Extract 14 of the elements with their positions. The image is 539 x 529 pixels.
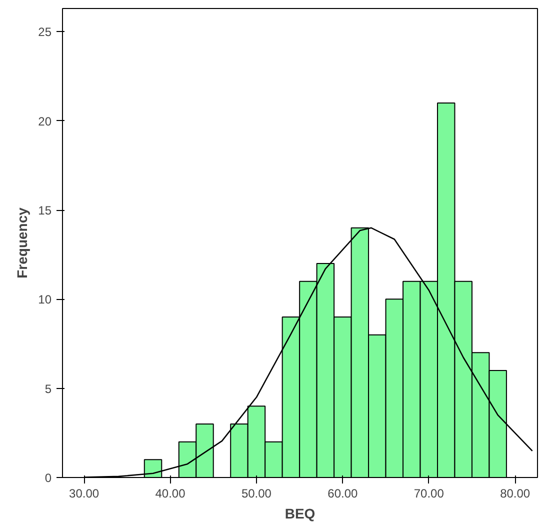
y-tick-label: 15	[38, 204, 52, 218]
y-tick-label: 0	[44, 471, 52, 485]
x-tick-label: 60.00	[328, 486, 358, 500]
y-axis-title: Frequency	[14, 207, 30, 278]
y-tick-label: 20	[38, 114, 52, 128]
x-tick-label: 50.00	[241, 486, 272, 500]
y-tick-label: 25	[38, 25, 52, 40]
x-axis-title: BEQ	[284, 506, 316, 522]
x-tick-label: 80.00	[500, 486, 530, 500]
x-tick-label: 30.00	[69, 486, 100, 500]
x-tick-label: 40.00	[155, 486, 186, 500]
y-tick-label: 5	[44, 382, 52, 396]
x-tick-label: 70.00	[414, 486, 444, 500]
y-tick-label: 10	[38, 292, 52, 307]
